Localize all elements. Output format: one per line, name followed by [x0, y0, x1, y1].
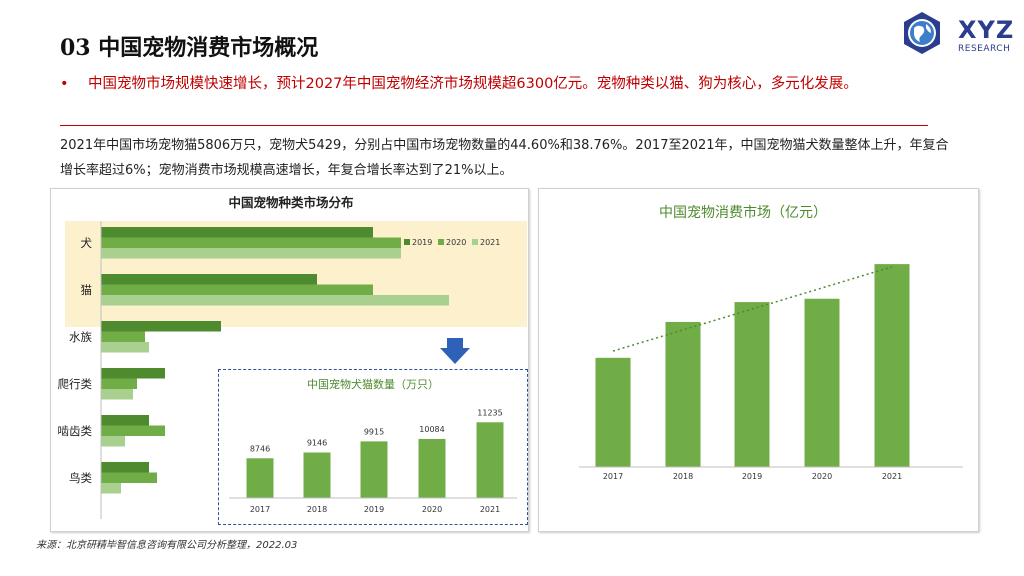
x-tick-label: 2017: [250, 505, 270, 514]
data-label: 9146: [307, 439, 327, 448]
x-tick-label: 2017: [603, 472, 623, 481]
category-label: 犬: [81, 236, 93, 250]
chart-legend: 2019 2020 2021: [404, 238, 500, 247]
inset-bar-group: 8746 2017 9146 2018 9915 2019 10084 2020 11235 20…: [246, 408, 504, 514]
legend-swatch: [404, 239, 410, 245]
x-tick-label: 2018: [307, 505, 327, 514]
inset-chart-title: 中国宠物犬猫数量（万只）: [307, 377, 439, 391]
down-arrow-icon: [440, 338, 470, 364]
bar-爬行类-2021: [101, 389, 133, 400]
bar-2018: [303, 452, 331, 498]
source-note: 来源：北京研精毕智信息咨询有限公司分析整理，2022.03: [36, 540, 298, 551]
data-label: 9915: [364, 427, 384, 436]
category-label: 鸟类: [69, 471, 92, 485]
trend-line: [612, 266, 893, 352]
logo-subtitle: RESEARCH: [958, 44, 1011, 54]
bar-啮齿类-2019: [101, 415, 149, 426]
consumption-market-chart: 中国宠物消费市场（亿元） 2017 2018 2019 2020 2021: [579, 204, 963, 481]
bar-2019: [360, 441, 388, 498]
page-title: 03 中国宠物消费市场概况: [60, 35, 319, 61]
bar-爬行类-2019: [101, 368, 165, 379]
bar-鸟类-2020: [101, 472, 157, 483]
logo: [904, 12, 940, 54]
bar-犬-2020: [101, 237, 401, 248]
category-label: 水族: [69, 330, 92, 344]
x-tick-label: 2019: [364, 505, 384, 514]
legend-swatch: [472, 239, 478, 245]
bar-水族-2019: [101, 321, 221, 332]
bullet-marker: •: [60, 76, 69, 92]
category-label: 爬行类: [58, 377, 93, 391]
x-tick-label: 2019: [742, 472, 762, 481]
legend-label: 2020: [446, 238, 466, 247]
x-tick-label: 2021: [480, 505, 500, 514]
bar-2019: [734, 302, 770, 467]
data-label: 8746: [250, 444, 270, 453]
x-tick-label: 2021: [882, 472, 902, 481]
bar-2018: [665, 321, 701, 467]
bar-啮齿类-2020: [101, 425, 165, 436]
bar-犬-2021: [101, 248, 401, 259]
bar-鸟类-2021: [101, 483, 121, 494]
logo-text: XYZ: [958, 16, 1015, 44]
divider: [60, 125, 928, 126]
bar-2020: [804, 298, 840, 467]
chart-title: 中国宠物种类市场分布: [228, 195, 354, 210]
bar-2020: [418, 438, 446, 498]
legend-swatch: [438, 239, 444, 245]
legend-label: 2021: [480, 238, 500, 247]
description-text: 2021年中国市场宠物猫5806万只，宠物犬5429，分别占中国市场宠物数量的4…: [60, 138, 949, 178]
category-label: 猫: [81, 283, 93, 297]
category-label: 啮齿类: [58, 424, 93, 438]
x-tick-label: 2020: [422, 505, 442, 514]
bar-猫-2021: [101, 295, 449, 306]
bar-2017: [595, 357, 631, 467]
inset-chart-panel: 中国宠物犬猫数量（万只） 8746 2017 9146 2018 9915 2019 100…: [218, 369, 528, 525]
x-tick-label: 2018: [673, 472, 693, 481]
data-label: 11235: [477, 408, 502, 417]
x-tick-label: 2020: [812, 472, 832, 481]
bar-啮齿类-2021: [101, 436, 125, 447]
data-label: 10084: [419, 425, 444, 434]
right-chart-panel: 中国宠物消费市场（亿元） 2017 2018 2019 2020 2021: [538, 188, 979, 532]
chart-title: 中国宠物消费市场（亿元）: [659, 204, 827, 221]
bar-猫-2020: [101, 284, 373, 295]
bar-水族-2020: [101, 331, 145, 342]
market-bar-group: 2017 2018 2019 2020 2021: [595, 264, 910, 481]
bar-2017: [246, 458, 274, 498]
bar-猫-2019: [101, 274, 317, 285]
legend-label: 2019: [412, 238, 432, 247]
dog-cat-count-chart: 中国宠物犬猫数量（万只） 8746 2017 9146 2018 9915 2019 100…: [229, 377, 517, 514]
bar-group: [101, 227, 449, 494]
bar-2021: [476, 422, 504, 498]
bar-2021: [874, 264, 910, 467]
bar-犬-2019: [101, 227, 373, 238]
globe-hexagon-icon: [904, 12, 940, 54]
key-point-text: 中国宠物市场规模快速增长，预计2027年中国宠物经济市场规模超6300亿元。宠物…: [88, 76, 858, 92]
bar-鸟类-2019: [101, 462, 149, 473]
bar-爬行类-2020: [101, 378, 137, 389]
bar-水族-2021: [101, 342, 149, 353]
